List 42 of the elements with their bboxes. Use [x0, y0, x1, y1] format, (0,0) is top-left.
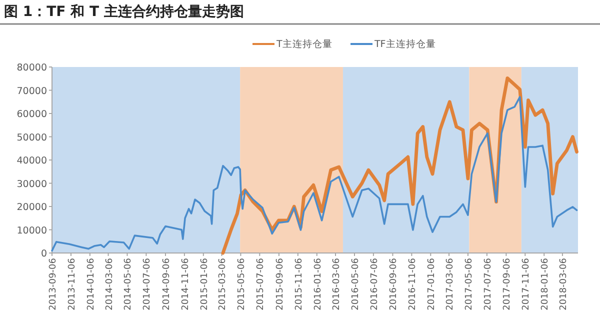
xtick: 2014-05-06: [124, 258, 134, 310]
xtick: 2017-07-06: [483, 258, 494, 310]
xtick: 2016-05-06: [350, 258, 361, 310]
xtick: 2015-03-06: [218, 258, 228, 310]
xtick: 2016-01-06: [313, 258, 324, 310]
ytick: 0: [40, 248, 47, 260]
xtick: 2016-09-06: [389, 258, 400, 310]
legend-label: T主连持仓量: [276, 38, 332, 50]
xtick: 2017-01-06: [427, 258, 438, 310]
xtick: 2014-01-06: [86, 258, 96, 310]
legend-label: TF主连持仓量: [374, 38, 436, 50]
legend-item: T主连持仓量: [252, 39, 332, 50]
xtick: 2015-05-06: [237, 258, 248, 310]
xtick: 2017-09-06: [502, 258, 513, 310]
xtick: 2015-01-06: [200, 258, 210, 310]
ytick: 60000: [16, 109, 47, 120]
ytick: 40000: [16, 156, 47, 166]
xtick: 2017-05-06: [464, 258, 474, 310]
xtick: 2016-07-06: [370, 258, 380, 310]
xtick: 2017-11-06: [522, 258, 532, 310]
xtick: 2018-03-06: [558, 258, 569, 310]
legend-item: TF主连持仓量: [350, 39, 436, 50]
ytick: 50000: [16, 132, 47, 144]
xtick: 2015-11-06: [294, 258, 304, 310]
xtick: 2016-03-06: [332, 258, 342, 310]
xtick: 2018-01-06: [540, 258, 551, 310]
ytick: 80000: [16, 62, 47, 74]
xtick: 2014-11-06: [180, 258, 191, 310]
xtick: 2015-07-06: [256, 258, 266, 310]
xtick: 2017-03-06: [445, 258, 456, 310]
ytick: 20000: [16, 202, 47, 213]
xtick: 2014-09-06: [162, 258, 172, 310]
xtick: 2014-03-06: [104, 258, 115, 310]
xtick: 2014-07-06: [142, 258, 153, 310]
xtick: 2013-11-06: [67, 258, 78, 310]
title: 图 1：TF 和 T 主连合约持仓量走势图: [4, 4, 244, 20]
ytick: 10000: [16, 225, 47, 236]
ytick: 30000: [16, 178, 47, 190]
ytick: 70000: [16, 86, 47, 97]
xtick: 2013-09-06: [48, 258, 58, 310]
xtick: 2015-09-06: [275, 258, 286, 310]
xtick: 2016-11-06: [408, 258, 418, 310]
